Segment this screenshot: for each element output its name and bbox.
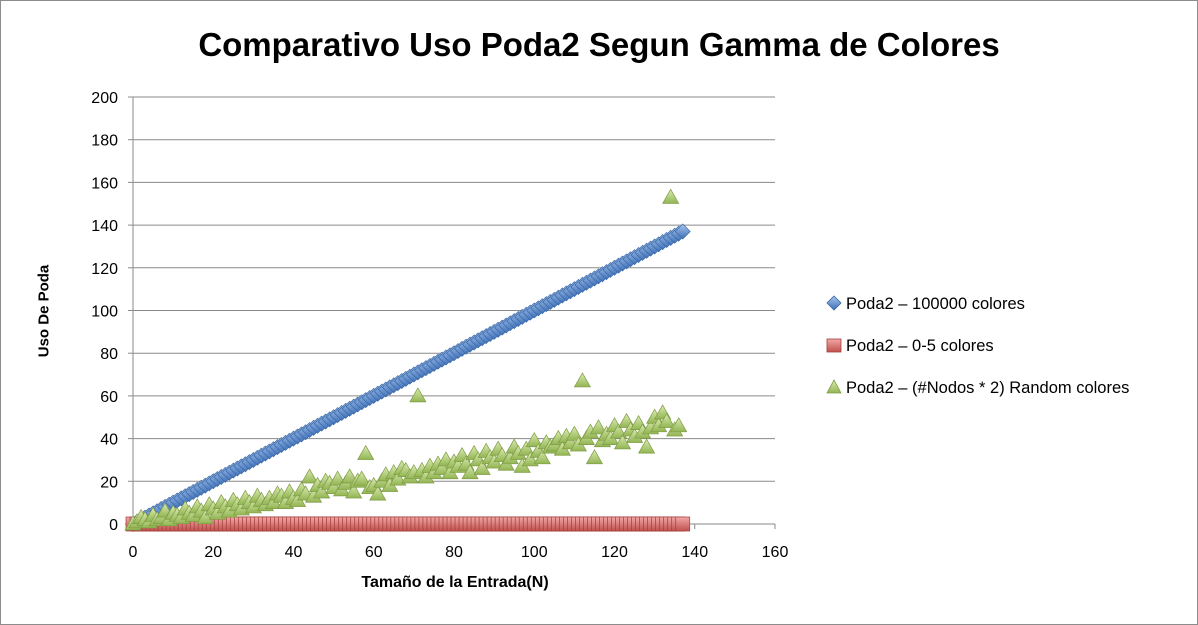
- x-tick-label: 20: [204, 544, 222, 561]
- y-tick-label: 0: [109, 517, 118, 534]
- triangle-point: [341, 468, 359, 484]
- triangle-point: [533, 449, 551, 465]
- triangle-point: [345, 483, 363, 499]
- x-tick-label: 160: [762, 544, 789, 561]
- triangle-point: [353, 470, 371, 486]
- x-tick-label: 140: [681, 544, 708, 561]
- y-tick-label: 180: [91, 133, 118, 150]
- y-tick-label: 60: [100, 389, 118, 406]
- triangle-point: [409, 387, 427, 403]
- chart-title: Comparativo Uso Poda2 Segun Gamma de Col…: [198, 26, 1000, 63]
- triangle-point: [525, 432, 543, 448]
- triangle-point: [461, 464, 479, 480]
- square-marker-icon: [826, 338, 842, 353]
- x-tick-label: 80: [445, 544, 463, 561]
- y-tick-label: 80: [100, 346, 118, 363]
- triangle-point: [658, 412, 676, 428]
- triangle-point: [637, 438, 656, 454]
- triangle-point: [300, 468, 319, 484]
- y-tick-label: 120: [91, 261, 118, 278]
- square-point: [675, 516, 691, 532]
- y-tick-label: 140: [91, 218, 118, 235]
- triangle-marker-icon: [826, 379, 842, 394]
- y-tick-label: 20: [100, 474, 118, 491]
- triangle-point: [589, 419, 608, 435]
- triangle-point: [585, 449, 604, 465]
- y-tick-label: 160: [91, 175, 118, 192]
- triangle-point: [662, 188, 680, 204]
- x-tick-label: 100: [521, 544, 548, 561]
- triangle-point: [389, 470, 407, 486]
- y-tick-label: 100: [91, 304, 118, 321]
- y-tick-label: 40: [100, 432, 118, 449]
- triangle-point: [357, 444, 375, 460]
- triangle-point: [573, 372, 592, 388]
- x-tick-label: 0: [129, 544, 138, 561]
- triangle-point: [521, 451, 539, 467]
- legend-label: Poda2 – 100000 colores: [846, 295, 1025, 313]
- triangle-point: [312, 483, 331, 499]
- triangle-point: [670, 417, 688, 433]
- triangle-point: [369, 485, 387, 501]
- triangle-point: [196, 508, 214, 524]
- y-tick-label: 200: [91, 90, 118, 107]
- x-tick-label: 60: [365, 544, 383, 561]
- x-axis-title: Tamaño de la Entrada(N): [361, 574, 549, 591]
- legend-label: Poda2 – (#Nodos * 2) Random colores: [846, 379, 1130, 397]
- legend-label: Poda2 – 0-5 colores: [846, 337, 994, 355]
- diamond-point: [674, 223, 691, 240]
- x-tick-label: 40: [285, 544, 303, 561]
- x-tick-label: 120: [601, 544, 628, 561]
- diamond-marker-icon: [826, 295, 842, 311]
